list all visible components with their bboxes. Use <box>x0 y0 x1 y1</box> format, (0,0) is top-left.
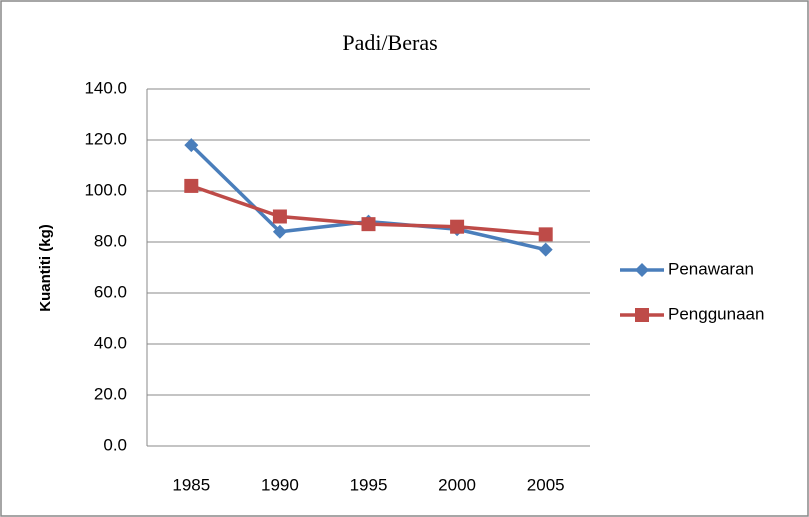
x-tick-label: 2005 <box>527 475 565 494</box>
y-tick-label: 0.0 <box>103 435 127 454</box>
data-point <box>538 242 553 257</box>
y-tick-label: 140.0 <box>84 78 127 97</box>
data-point <box>450 219 465 234</box>
x-tick-label: 1995 <box>350 475 388 494</box>
y-tick-label: 100.0 <box>84 180 127 199</box>
data-point <box>272 209 287 224</box>
y-tick-label: 40.0 <box>94 333 127 352</box>
legend-marker <box>635 308 649 322</box>
y-axis-label: Kuantiti (kg) <box>37 224 54 312</box>
y-tick-label: 120.0 <box>84 129 127 148</box>
y-tick-label: 80.0 <box>94 231 127 250</box>
legend-label: Penggunaan <box>668 304 764 323</box>
data-point <box>184 178 199 193</box>
y-tick-label: 60.0 <box>94 282 127 301</box>
data-point <box>272 224 287 239</box>
x-tick-label: 1990 <box>261 475 299 494</box>
legend-label: Penawaran <box>668 259 754 278</box>
data-point <box>361 217 376 232</box>
data-point <box>184 138 199 153</box>
x-tick-label: 1985 <box>172 475 210 494</box>
x-tick-label: 2000 <box>438 475 476 494</box>
chart-title: Padi/Beras <box>342 30 437 55</box>
legend-marker <box>635 263 649 277</box>
data-point <box>538 227 553 242</box>
y-tick-label: 20.0 <box>94 384 127 403</box>
